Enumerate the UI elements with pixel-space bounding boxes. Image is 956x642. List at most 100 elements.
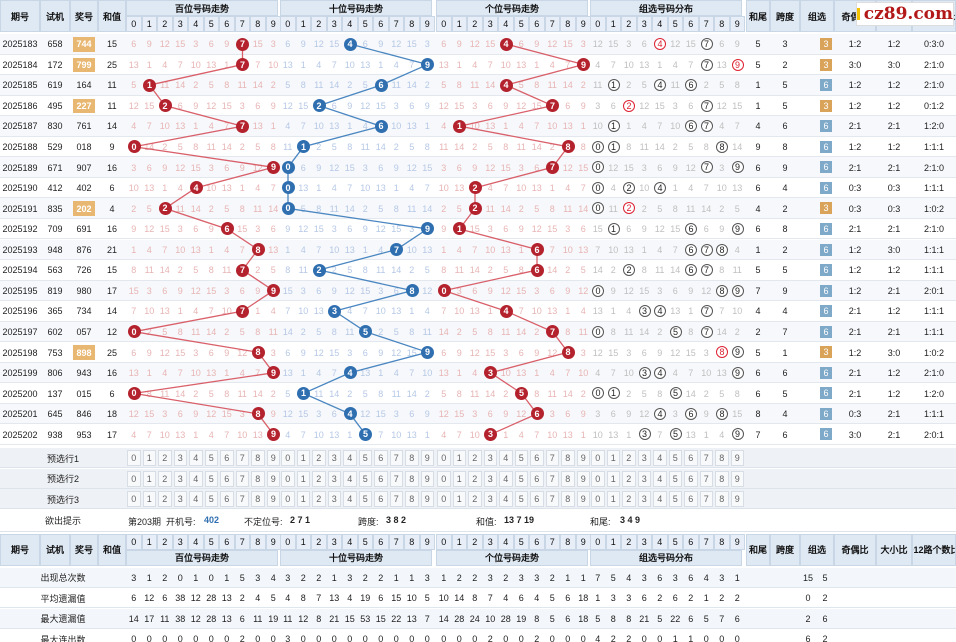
presel-digit[interactable]: 4 <box>653 450 667 466</box>
presel-digit[interactable]: 3 <box>637 450 651 466</box>
presel-digit[interactable]: 9 <box>266 491 280 507</box>
presel-digit[interactable]: 1 <box>142 491 156 507</box>
presel-digit[interactable]: 2 <box>158 470 172 487</box>
presel-digit[interactable]: 9 <box>420 491 434 507</box>
presel-digit[interactable]: 7 <box>235 470 249 487</box>
presel-digit[interactable]: 4 <box>653 470 667 487</box>
presel-digit[interactable]: 3 <box>483 450 497 466</box>
presel-digit[interactable]: 0 <box>591 491 605 507</box>
presel-digit[interactable]: 2 <box>312 470 326 487</box>
presel-digit[interactable]: 7 <box>545 470 559 487</box>
presel-digit[interactable]: 8 <box>405 491 419 507</box>
presel-digit[interactable]: 5 <box>204 470 218 487</box>
presel-digit[interactable]: 2 <box>158 491 172 507</box>
presel-digit[interactable]: 8 <box>405 470 419 487</box>
presel-digit[interactable]: 4 <box>189 470 203 487</box>
presel-digit[interactable]: 8 <box>715 470 729 487</box>
presel-digit[interactable]: 2 <box>312 450 326 466</box>
presel-digit[interactable]: 9 <box>576 491 590 507</box>
presel-digit[interactable]: 5 <box>668 491 682 507</box>
presel-digit[interactable]: 3 <box>327 450 341 466</box>
presel-digit[interactable]: 3 <box>327 491 341 507</box>
presel-digit[interactable]: 0 <box>591 470 605 487</box>
presel-digit[interactable]: 8 <box>251 450 265 466</box>
presel-digit[interactable]: 8 <box>715 450 729 466</box>
presel-digit[interactable]: 0 <box>437 450 451 466</box>
presel-digit[interactable]: 7 <box>389 491 403 507</box>
presel-digit[interactable]: 1 <box>296 450 310 466</box>
presel-digit[interactable]: 8 <box>561 491 575 507</box>
presel-digit[interactable]: 6 <box>220 470 234 487</box>
presel-digit[interactable]: 9 <box>420 450 434 466</box>
presel-digit[interactable]: 5 <box>514 491 528 507</box>
presel-digit[interactable]: 7 <box>545 450 559 466</box>
presel-digit[interactable]: 5 <box>514 470 528 487</box>
presel-digit[interactable]: 2 <box>158 450 172 466</box>
presel-digit[interactable]: 5 <box>668 450 682 466</box>
presel-digit[interactable]: 3 <box>173 450 187 466</box>
presel-digit[interactable]: 7 <box>545 491 559 507</box>
presel-digit[interactable]: 6 <box>684 470 698 487</box>
presel-digit[interactable]: 1 <box>296 470 310 487</box>
presel-digit[interactable]: 1 <box>452 470 466 487</box>
presel-digit[interactable]: 0 <box>281 470 295 487</box>
presel-digit[interactable]: 9 <box>730 450 744 466</box>
presel-digit[interactable]: 1 <box>452 450 466 466</box>
presel-digit[interactable]: 6 <box>374 491 388 507</box>
presel-digit[interactable]: 4 <box>343 450 357 466</box>
presel-label[interactable]: 预选行1 <box>46 453 79 464</box>
presel-digit[interactable]: 5 <box>358 450 372 466</box>
presel-digit[interactable]: 9 <box>266 450 280 466</box>
presel-digit[interactable]: 3 <box>173 491 187 507</box>
site-logo[interactable]: cz89.com <box>856 2 954 26</box>
presel-digit[interactable]: 9 <box>266 470 280 487</box>
presel-digit[interactable]: 2 <box>312 491 326 507</box>
presel-digit[interactable]: 5 <box>204 491 218 507</box>
presel-digit[interactable]: 3 <box>173 470 187 487</box>
presel-digit[interactable]: 8 <box>405 450 419 466</box>
presel-digit[interactable]: 9 <box>730 491 744 507</box>
presel-digit[interactable]: 6 <box>684 450 698 466</box>
presel-digit[interactable]: 2 <box>468 450 482 466</box>
presel-digit[interactable]: 1 <box>142 450 156 466</box>
presel-digit[interactable]: 4 <box>499 491 513 507</box>
presel-digit[interactable]: 0 <box>127 491 141 507</box>
presel-digit[interactable]: 0 <box>437 491 451 507</box>
presel-digit[interactable]: 0 <box>591 450 605 466</box>
presel-digit[interactable]: 2 <box>468 491 482 507</box>
presel-digit[interactable]: 6 <box>220 491 234 507</box>
presel-digit[interactable]: 3 <box>483 470 497 487</box>
presel-digit[interactable]: 4 <box>343 470 357 487</box>
presel-digit[interactable]: 4 <box>343 491 357 507</box>
presel-digit[interactable]: 9 <box>576 450 590 466</box>
presel-digit[interactable]: 6 <box>530 491 544 507</box>
presel-digit[interactable]: 2 <box>622 450 636 466</box>
presel-digit[interactable]: 9 <box>576 470 590 487</box>
presel-digit[interactable]: 9 <box>420 470 434 487</box>
presel-label[interactable]: 预选行2 <box>46 474 79 484</box>
presel-digit[interactable]: 5 <box>668 470 682 487</box>
presel-digit[interactable]: 8 <box>251 470 265 487</box>
presel-digit[interactable]: 5 <box>358 491 372 507</box>
presel-digit[interactable]: 8 <box>561 470 575 487</box>
presel-digit[interactable]: 1 <box>606 470 620 487</box>
presel-digit[interactable]: 7 <box>235 450 249 466</box>
presel-digit[interactable]: 6 <box>220 450 234 466</box>
presel-digit[interactable]: 1 <box>142 470 156 487</box>
presel-digit[interactable]: 8 <box>561 450 575 466</box>
presel-digit[interactable]: 4 <box>499 450 513 466</box>
presel-digit[interactable]: 6 <box>530 450 544 466</box>
presel-digit[interactable]: 3 <box>637 491 651 507</box>
presel-digit[interactable]: 2 <box>468 470 482 487</box>
presel-digit[interactable]: 8 <box>251 491 265 507</box>
presel-digit[interactable]: 4 <box>189 450 203 466</box>
presel-digit[interactable]: 7 <box>699 491 713 507</box>
presel-digit[interactable]: 1 <box>606 450 620 466</box>
presel-digit[interactable]: 3 <box>327 470 341 487</box>
presel-digit[interactable]: 8 <box>715 491 729 507</box>
presel-digit[interactable]: 2 <box>622 491 636 507</box>
presel-digit[interactable]: 7 <box>235 491 249 507</box>
presel-digit[interactable]: 1 <box>606 491 620 507</box>
presel-digit[interactable]: 7 <box>699 450 713 466</box>
presel-digit[interactable]: 5 <box>514 450 528 466</box>
